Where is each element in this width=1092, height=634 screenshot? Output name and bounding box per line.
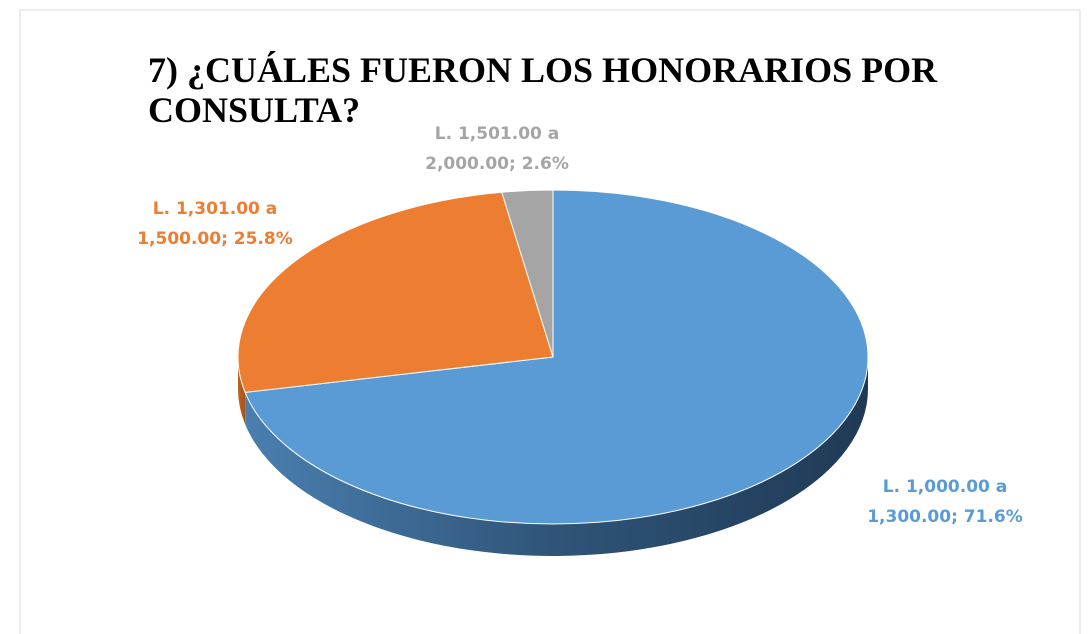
slice — [501, 189, 554, 358]
slice — [237, 191, 554, 393]
slice-side — [245, 357, 869, 557]
data-label: L. 1,301.00 a 1,500.00; 25.8% — [137, 199, 293, 249]
slice — [244, 189, 869, 525]
chart-frame — [19, 9, 1081, 634]
data-label: L. 1,000.00 a 1,300.00; 71.6% — [867, 477, 1023, 527]
data-label: L. 1,501.00 a 2,000.00; 2.6% — [425, 124, 569, 174]
chart-title: 7) ¿CUÁLES FUERON LOS HONORARIOS POR CON… — [148, 50, 938, 130]
slice-side — [238, 357, 246, 425]
